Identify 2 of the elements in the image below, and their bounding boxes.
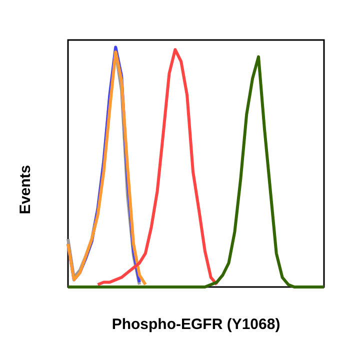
y-axis-title: Events: [17, 164, 34, 214]
x-axis-title: Phospho-EGFR (Y1068): [112, 316, 280, 333]
